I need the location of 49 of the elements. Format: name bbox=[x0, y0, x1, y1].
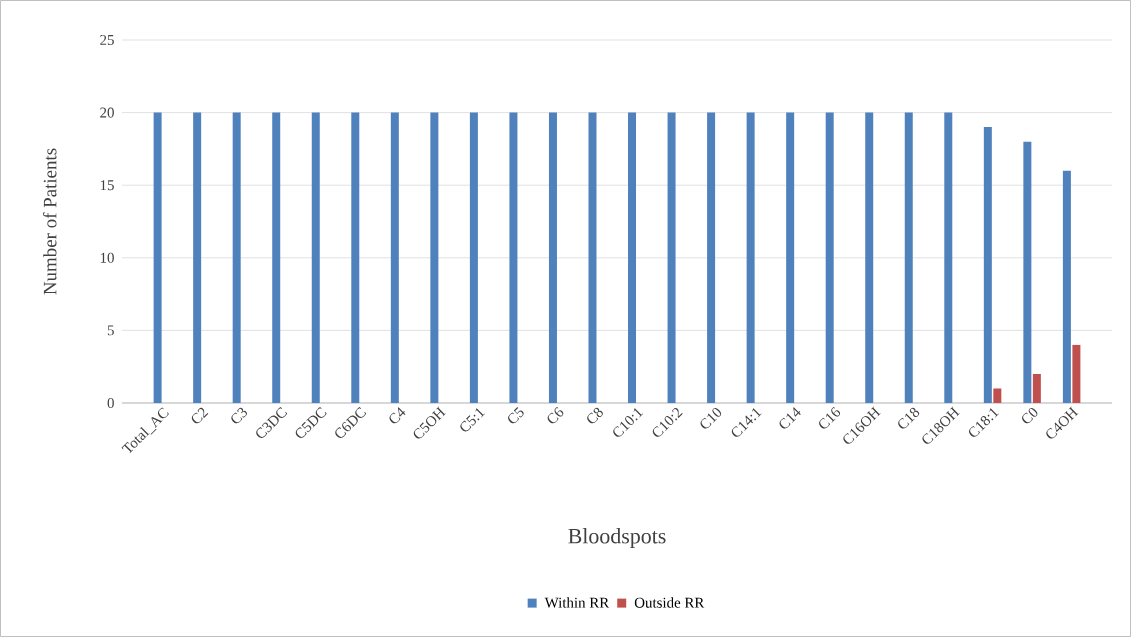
bar bbox=[311, 112, 320, 403]
bar bbox=[944, 112, 953, 403]
x-tick-label: C0 bbox=[1022, 407, 1038, 424]
bar bbox=[1062, 170, 1071, 403]
x-tick-label: C14 bbox=[779, 407, 801, 429]
bar bbox=[1032, 373, 1041, 403]
bar bbox=[904, 112, 913, 403]
legend-label: Within RR bbox=[544, 597, 610, 608]
bar bbox=[351, 112, 360, 403]
legend-label: Outside RR bbox=[634, 597, 705, 608]
bar bbox=[1072, 344, 1081, 403]
bar bbox=[232, 112, 241, 403]
y-tick-label: 20 bbox=[100, 107, 114, 118]
bar bbox=[469, 112, 478, 403]
bar bbox=[588, 112, 597, 403]
y-tick-label: 10 bbox=[100, 252, 114, 263]
x-tick-label: C4 bbox=[389, 407, 406, 424]
x-axis-title: Bloodspots bbox=[568, 528, 666, 548]
x-tick-label: C2 bbox=[191, 407, 209, 424]
x-tick-label: C5 bbox=[508, 407, 524, 424]
bar bbox=[667, 112, 676, 403]
x-tick-label: C10 bbox=[700, 407, 722, 429]
y-tick-label: 25 bbox=[100, 34, 114, 46]
y-tick-label: 5 bbox=[107, 325, 114, 336]
x-tick-label: C3 bbox=[231, 407, 247, 424]
bar bbox=[1023, 141, 1032, 403]
bar bbox=[628, 112, 637, 403]
x-tick-label: C16 bbox=[819, 407, 841, 429]
bar bbox=[746, 112, 755, 403]
bar bbox=[509, 112, 518, 403]
y-tick-label: 0 bbox=[107, 397, 114, 409]
bar bbox=[865, 112, 874, 403]
x-tick-label: C8 bbox=[587, 407, 603, 424]
x-tick-label: C5:1 bbox=[460, 408, 486, 432]
bar bbox=[993, 388, 1002, 403]
y-axis-title: Number of Patients bbox=[42, 148, 57, 295]
x-tick-label: C6 bbox=[547, 407, 564, 424]
bar bbox=[786, 112, 795, 403]
bar bbox=[825, 112, 834, 403]
bar bbox=[430, 112, 439, 403]
bar bbox=[272, 112, 281, 403]
bar bbox=[153, 112, 162, 403]
bar bbox=[983, 127, 992, 403]
bar bbox=[390, 112, 399, 403]
y-tick-label: 15 bbox=[100, 180, 114, 191]
bar bbox=[193, 112, 202, 403]
bar bbox=[707, 112, 716, 403]
bar bbox=[548, 112, 557, 403]
x-tick-label: C18 bbox=[898, 407, 920, 429]
